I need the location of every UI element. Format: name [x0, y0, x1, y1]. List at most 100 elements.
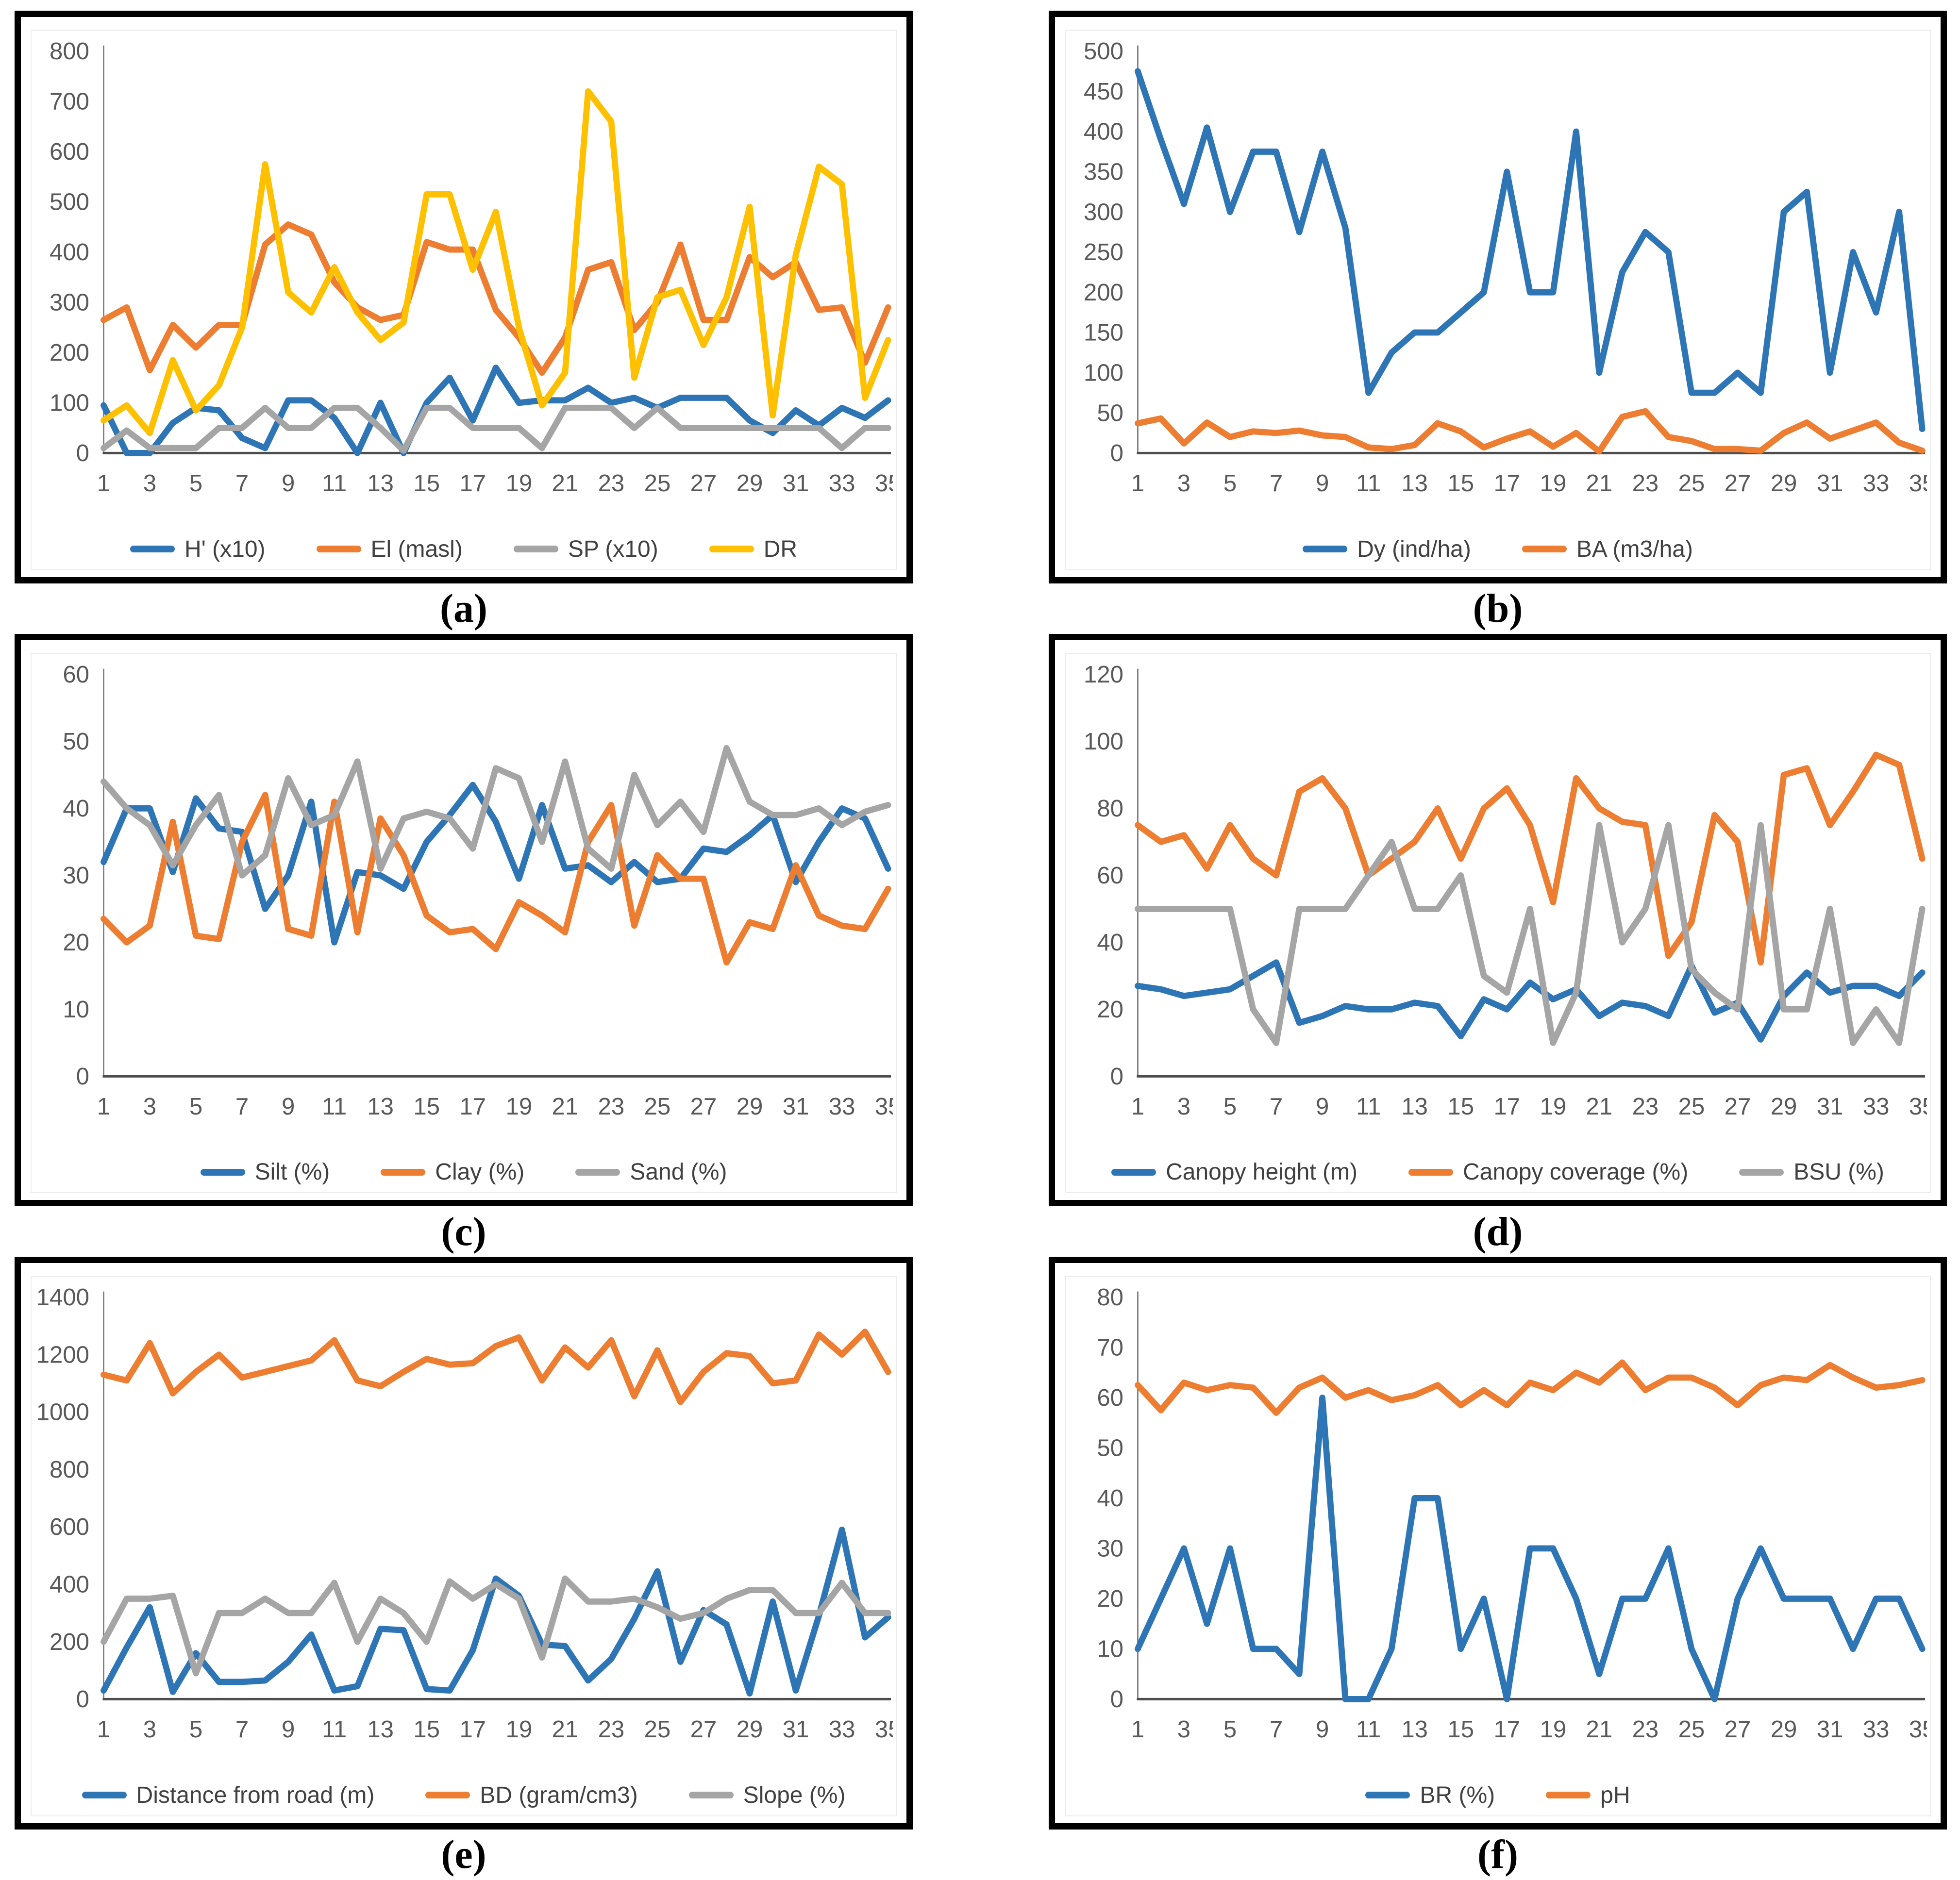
y-tick-label: 600	[50, 139, 89, 165]
x-tick-label: 31	[1817, 1716, 1843, 1743]
chart-box-a: 0 100 200 300 400 500 600 700 800 1 3 5 7 9 11 13 15 17 19…	[31, 30, 897, 570]
series-line-d-2	[1135, 822, 1926, 1046]
y-tick-label: 200	[50, 1629, 89, 1655]
x-tick-label: 3	[1177, 1716, 1190, 1743]
y-tick-label: 700	[50, 89, 89, 115]
y-tick-label: 60	[1097, 1385, 1123, 1411]
y-tick-label: 350	[1084, 159, 1123, 185]
series-line-a-2	[101, 404, 891, 454]
legend-label: Canopy height (m)	[1166, 1159, 1357, 1185]
y-tick-label: 400	[1084, 119, 1123, 145]
legend-item: BA (m3/ha)	[1522, 536, 1693, 563]
x-tick-label: 19	[506, 1094, 533, 1120]
y-tick-label: 10	[63, 997, 89, 1023]
y-tick-label: 40	[1097, 930, 1123, 956]
x-tick-label: 21	[552, 1094, 579, 1120]
chart-panel-e: 0 200 400 600 800 1000 1200 1400 1 3 5 7 9 11 13 15 17 19…	[15, 1257, 913, 1830]
y-tick-label: 30	[63, 863, 89, 889]
x-tick-label: 27	[1725, 1094, 1751, 1120]
x-tick-label: 33	[829, 470, 855, 497]
x-tick-label: 9	[1316, 1094, 1329, 1120]
x-tick-label: 13	[367, 470, 394, 497]
chart-legend-e: Distance from road (m) BD (gram/cm3) Slope…	[34, 1782, 893, 1809]
x-tick-label: 7	[1270, 470, 1283, 497]
x-tick-label: 11	[322, 1094, 347, 1120]
y-tick-label: 60	[1097, 863, 1123, 889]
legend-line-swatch	[381, 1168, 426, 1176]
x-tick-label: 21	[552, 1716, 579, 1743]
legend-label: Slope (%)	[743, 1782, 846, 1808]
x-tick-label: 3	[1177, 470, 1190, 497]
y-tick-label: 200	[1084, 280, 1123, 306]
legend-line-swatch	[425, 1792, 470, 1799]
y-tick-label: 500	[1084, 38, 1123, 65]
x-tick-label: 7	[235, 1094, 249, 1120]
x-tick-label: 33	[1863, 1716, 1890, 1743]
x-tick-label: 25	[1678, 1094, 1705, 1120]
x-tick-label: 17	[459, 470, 486, 497]
y-tick-label: 40	[63, 796, 89, 822]
legend-item: Distance from road (m)	[82, 1782, 374, 1809]
y-tick-label: 20	[63, 930, 89, 956]
x-tick-label: 35	[875, 1094, 893, 1120]
x-tick-label: 29	[1771, 1094, 1797, 1120]
x-tick-label: 25	[644, 470, 671, 497]
legend-line-swatch	[1408, 1168, 1453, 1176]
legend-line-swatch	[82, 1792, 127, 1799]
x-tick-label: 21	[1586, 470, 1613, 497]
legend-line-swatch	[1546, 1792, 1591, 1799]
x-tick-label: 25	[1678, 470, 1705, 497]
x-tick-label: 7	[235, 1716, 249, 1743]
legend-line-swatch	[130, 546, 175, 553]
x-tick-label: 19	[1540, 470, 1567, 497]
chart-box-d: 0 20 40 60 80 100 120 1 3 5 7 9 11 13 15 17 19 21 23 25 27 29…	[1065, 652, 1931, 1194]
x-tick-label: 27	[690, 470, 717, 497]
x-tick-label: 17	[1493, 1094, 1520, 1120]
y-tick-label: 500	[50, 189, 89, 216]
x-tick-label: 13	[367, 1094, 394, 1120]
x-tick-label: 23	[1632, 1716, 1659, 1743]
x-tick-label: 5	[1223, 1094, 1237, 1120]
x-tick-label: 31	[783, 1094, 809, 1120]
y-tick-label: 1200	[36, 1342, 89, 1368]
x-tick-label: 27	[690, 1094, 717, 1120]
legend-item: Canopy coverage (%)	[1408, 1159, 1688, 1185]
panel-cell-c: 0 10 20 30 40 50 60 1 3 5 7 9 11 13 15 17 19 21 23 25 27 29 31…	[15, 633, 913, 1257]
series-line-e-1	[101, 1329, 891, 1405]
x-tick-label: 1	[97, 1716, 110, 1743]
x-tick-label: 21	[1586, 1716, 1613, 1743]
chart-box-c: 0 10 20 30 40 50 60 1 3 5 7 9 11 13 15 17 19 21 23 25 27 29 31…	[31, 652, 897, 1194]
legend-label: pH	[1600, 1782, 1630, 1808]
x-tick-label: 3	[1177, 1094, 1190, 1120]
x-tick-label: 29	[737, 470, 763, 497]
caption-d: (d)	[1473, 1209, 1523, 1254]
x-tick-label: 23	[1632, 470, 1659, 497]
chart-box-f: 0 10 20 30 40 50 60 70 80 1 3 5 7 9 11 13 15 17 19 21 23 25 27…	[1065, 1276, 1931, 1816]
chart-panel-d: 0 20 40 60 80 100 120 1 3 5 7 9 11 13 15 17 19 21 23 25 27 29…	[1049, 633, 1947, 1207]
legend-item: H' (x10)	[130, 536, 266, 563]
legend-item: SP (x10)	[513, 536, 658, 563]
x-tick-label: 7	[1270, 1094, 1283, 1120]
legend-item: DR	[709, 536, 797, 563]
x-tick-label: 33	[829, 1716, 855, 1743]
y-tick-label: 30	[1097, 1536, 1123, 1562]
series-line-e-2	[101, 1575, 891, 1677]
x-tick-label: 17	[1493, 470, 1520, 497]
legend-line-swatch	[1303, 546, 1348, 553]
series-line-b-1	[1135, 408, 1926, 455]
x-tick-label: 17	[459, 1094, 486, 1120]
y-tick-label: 10	[1097, 1636, 1123, 1663]
x-tick-label: 5	[189, 1716, 202, 1743]
x-tick-label: 33	[829, 1094, 855, 1120]
legend-label: Dy (ind/ha)	[1357, 536, 1471, 562]
x-tick-label: 23	[1632, 1094, 1659, 1120]
x-tick-label: 35	[1909, 470, 1927, 497]
y-tick-label: 0	[76, 1064, 89, 1090]
x-tick-label: 31	[1817, 470, 1843, 497]
panel-cell-b: 0 50 100 150 200 250 300 350 400 450 500 1 3 5 7 9 11 13 1…	[1049, 11, 1947, 634]
y-tick-label: 60	[63, 662, 89, 688]
x-tick-label: 33	[1863, 470, 1890, 497]
